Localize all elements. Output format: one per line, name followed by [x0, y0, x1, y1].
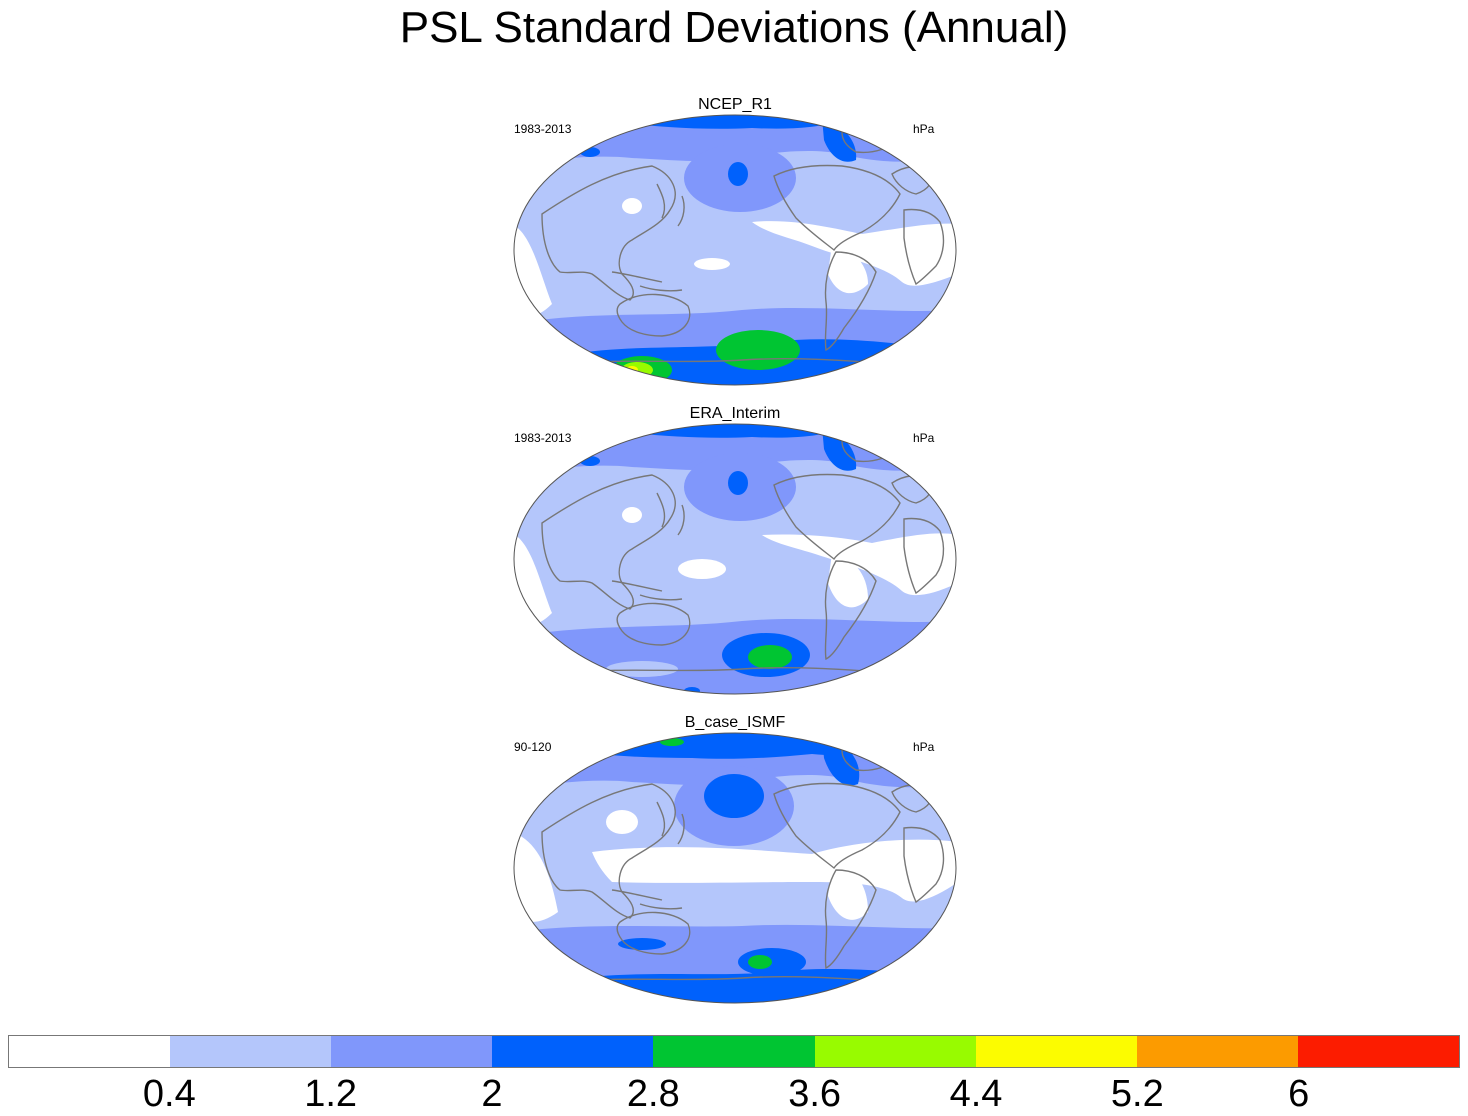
global-map [513, 423, 957, 695]
global-map [513, 114, 957, 386]
panel-period: 1983-2013 [514, 431, 572, 445]
colorbar-swatch [653, 1036, 815, 1067]
colorbar-tick-label: 0.4 [142, 1073, 196, 1115]
colorbar-swatch [9, 1036, 171, 1067]
colorbar-swatch [1136, 1036, 1298, 1067]
colorbar-swatch [814, 1036, 976, 1067]
colorbar-tick-label: 2 [481, 1073, 503, 1115]
colorbar-tick-label: 2.8 [626, 1073, 680, 1115]
colorbar-tick-label: 5.2 [1110, 1073, 1164, 1115]
colorbar-tick-label: 1.2 [304, 1073, 358, 1115]
map-panel-era: ERA_Interim 1983-2013 hPa [500, 405, 970, 705]
colorbar [8, 1035, 1460, 1068]
colorbar-swatch [975, 1036, 1137, 1067]
figure-title: PSL Standard Deviations (Annual) [399, 3, 1069, 52]
panel-units: hPa [913, 122, 935, 136]
colorbar-swatch [331, 1036, 493, 1067]
panel-units: hPa [913, 431, 935, 445]
global-map [513, 732, 957, 1004]
colorbar-swatch [170, 1036, 332, 1067]
panel-units: hPa [913, 740, 935, 754]
panel-period: 1983-2013 [514, 122, 572, 136]
colorbar-swatch [1297, 1036, 1459, 1067]
colorbar-tick-label: 3.6 [788, 1073, 842, 1115]
panel-title: B_case_ISMF [684, 714, 786, 731]
map-panel-bcase: B_case_ISMF 90-120 hPa [500, 714, 970, 1014]
colorbar-tick-label: 6 [1288, 1073, 1310, 1115]
panel-title: ERA_Interim [689, 405, 781, 422]
map-panel-ncep: NCEP_R1 1983-2013 hPa [500, 96, 970, 396]
panel-title: NCEP_R1 [698, 96, 772, 113]
colorbar-swatch [492, 1036, 654, 1067]
panel-period: 90-120 [514, 740, 552, 754]
colorbar-tick-label: 4.4 [949, 1073, 1003, 1115]
